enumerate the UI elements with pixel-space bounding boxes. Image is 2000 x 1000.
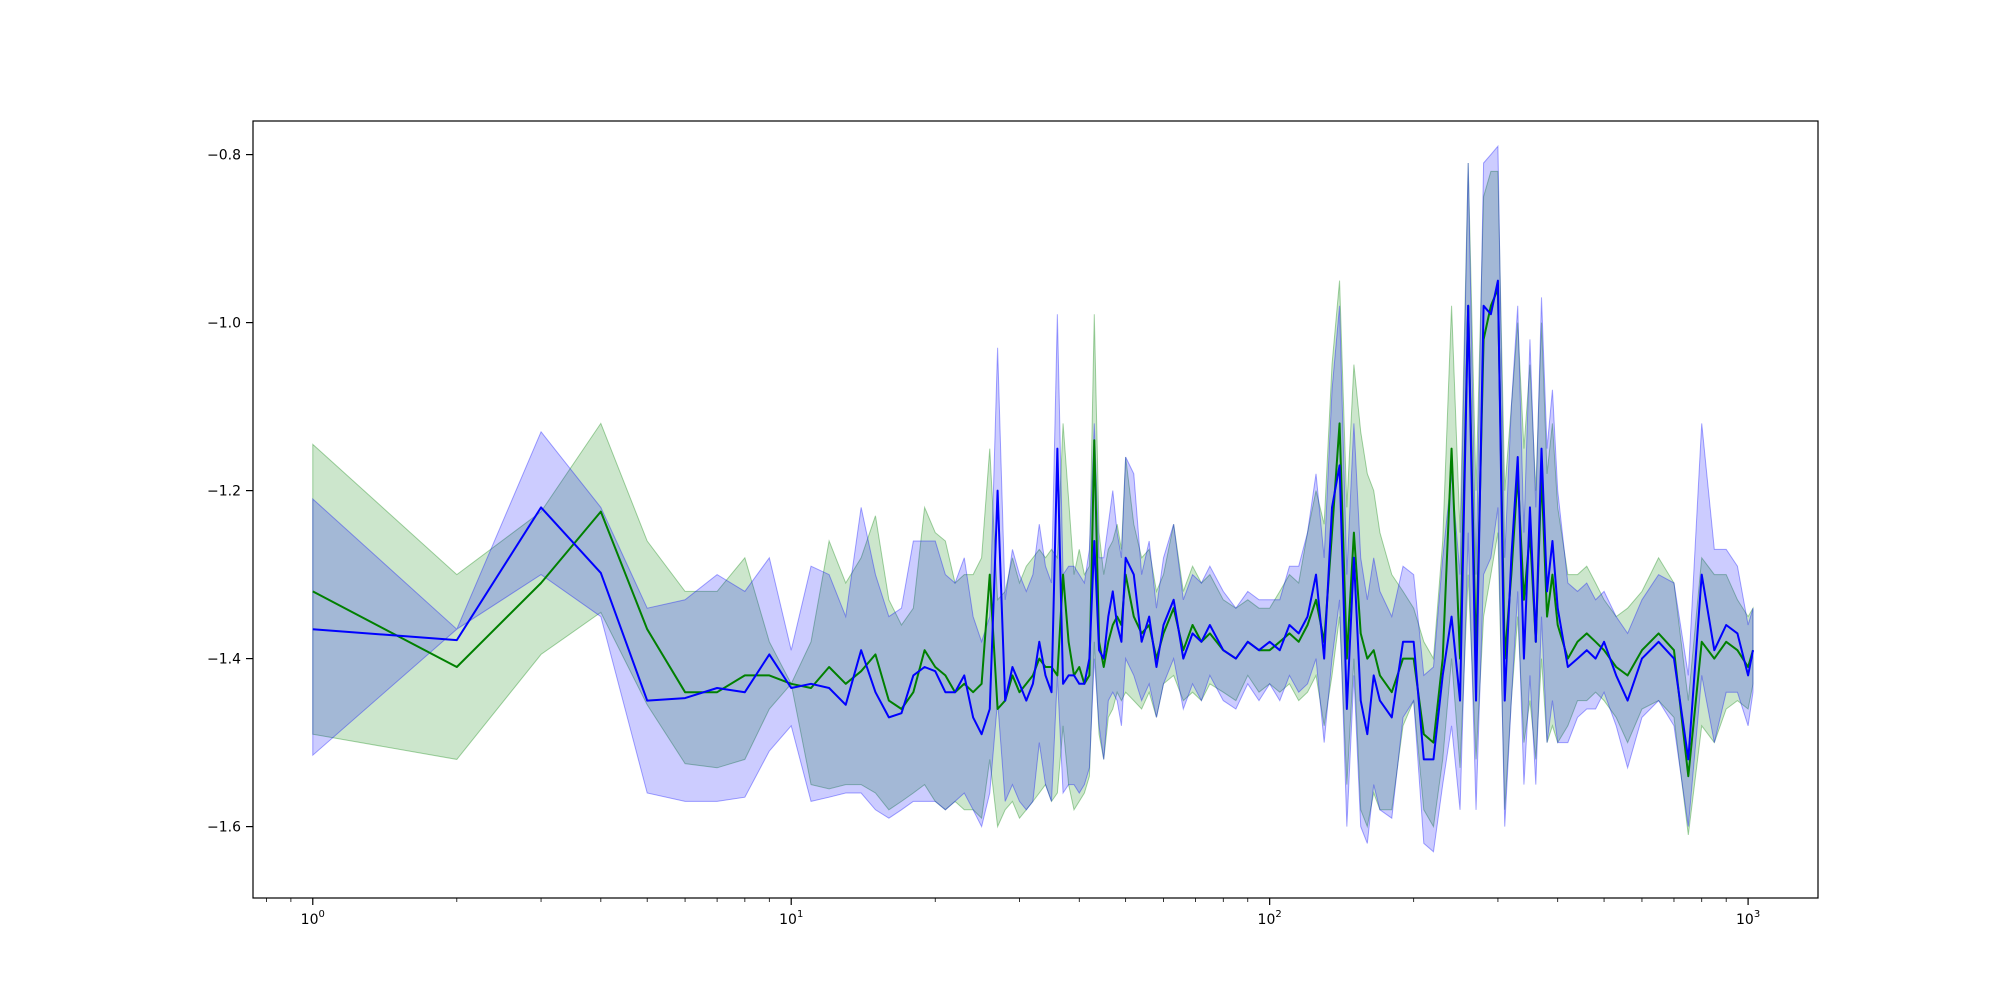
series-2-band [312, 144, 1754, 853]
x-axis: 100 101 102 103 [266, 898, 1760, 928]
y-tick-label: −1.6 [207, 820, 241, 836]
y-axis: −1.6 −1.4 −1.2 −1.0 −0.8 [207, 148, 253, 836]
confidence-bands [312, 144, 1754, 853]
y-tick-label: −1.4 [207, 652, 241, 668]
axes-background [253, 121, 1818, 898]
series-lines [312, 279, 1754, 778]
y-tick-label: −1.0 [207, 316, 241, 332]
y-tick-label: −1.2 [207, 484, 241, 500]
x-tick-label: 102 [1258, 909, 1282, 928]
y-tick-label: −0.8 [207, 148, 241, 164]
series-2-line [312, 279, 1754, 761]
series-1-band [312, 162, 1754, 836]
axes-frame [252, 120, 1819, 899]
plot-area [252, 120, 1819, 899]
x-tick-label: 100 [301, 909, 325, 928]
x-tick-label: 103 [1736, 909, 1760, 928]
x-tick-label: 101 [779, 909, 803, 928]
